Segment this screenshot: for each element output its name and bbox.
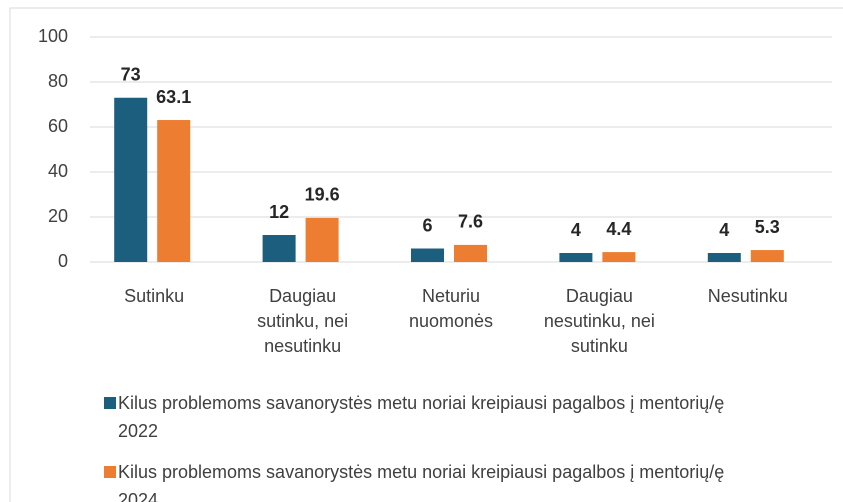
y-tick-label: 100 [38, 26, 68, 46]
y-tick-label: 20 [48, 206, 68, 226]
bar [750, 250, 784, 262]
bar [114, 97, 148, 262]
bar [305, 217, 339, 262]
data-label: 4.4 [606, 219, 631, 239]
bar [559, 253, 593, 262]
data-label: 73 [121, 65, 141, 85]
legend-label: Kilus problemoms savanorystės metu noria… [104, 458, 758, 502]
data-label: 12 [269, 202, 289, 222]
legend-swatch [104, 466, 116, 478]
bar [157, 120, 191, 263]
bar [602, 252, 636, 262]
legend-swatch [104, 397, 116, 409]
data-label: 19.6 [305, 185, 340, 205]
x-tick-label: Daugiau sutinku, nei nesutinku [257, 286, 349, 356]
y-tick-label: 60 [48, 116, 68, 136]
chart-frame [9, 7, 843, 502]
data-label: 4 [719, 220, 729, 240]
data-label: 5.3 [755, 217, 780, 237]
y-tick-label: 40 [48, 161, 68, 181]
bar [454, 244, 487, 262]
bar [411, 248, 444, 262]
x-tick-label: Sutinku [124, 286, 185, 306]
bar [262, 235, 296, 262]
x-tick-label: Neturiu nuomonės [408, 286, 494, 331]
y-tick-label: 0 [58, 251, 68, 271]
data-label: 63.1 [156, 87, 191, 107]
legend-label: Kilus problemoms savanorystės metu noria… [104, 389, 758, 445]
y-tick-label: 80 [48, 71, 68, 91]
data-label: 6 [422, 215, 432, 235]
bar [707, 253, 741, 262]
data-label: 7.6 [458, 212, 483, 232]
x-tick-label: Daugiau nesutinku, nei sutinku [543, 286, 655, 356]
data-label: 4 [571, 220, 581, 240]
x-tick-label: Nesutinku [707, 286, 788, 306]
